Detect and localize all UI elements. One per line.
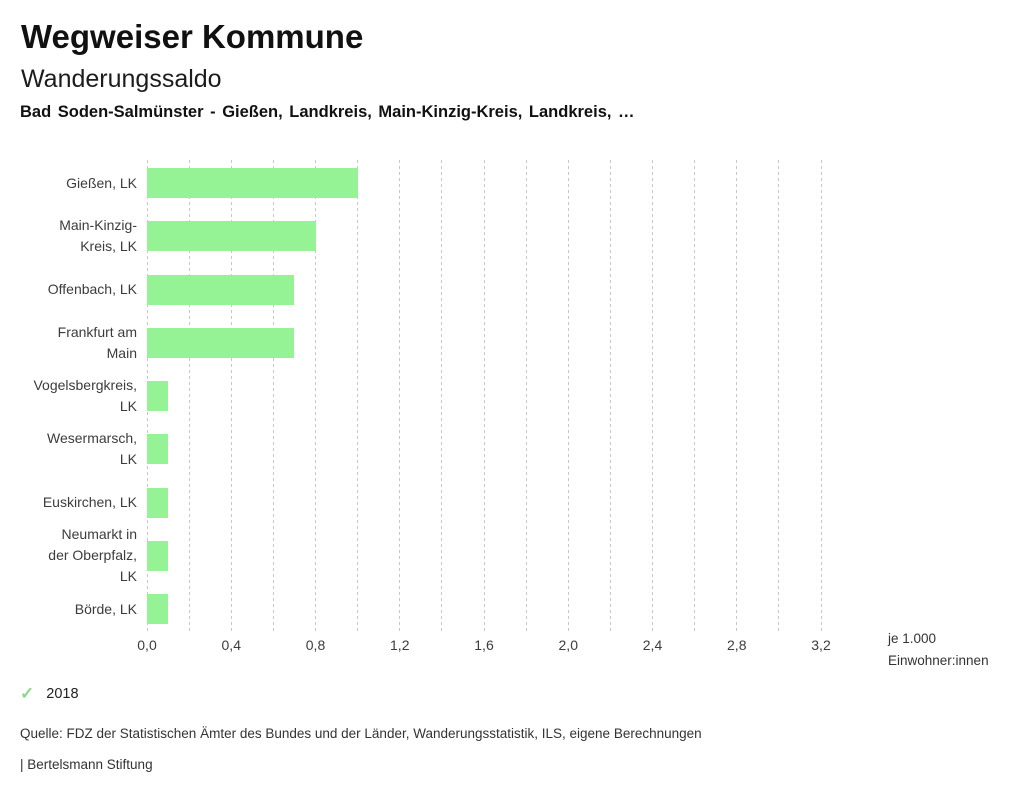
category-label: Vogelsbergkreis, LK — [33, 377, 137, 414]
category-label: Frankfurt am Main — [57, 323, 137, 361]
source-note: Quelle: FDZ der Statistischen Ämter des … — [20, 726, 702, 741]
bar[interactable] — [147, 381, 169, 411]
category-label: Wesermarsch, LK — [47, 430, 137, 468]
x-tick-label: 2,0 — [558, 637, 578, 653]
x-tick-label: 0,4 — [221, 637, 241, 653]
legend-item-2018[interactable]: ✓ 2018 — [20, 685, 79, 702]
gridline — [357, 160, 359, 632]
gridline — [441, 160, 443, 632]
category-label: Neumarkt in der Oberpfalz, LK — [48, 526, 137, 585]
gridline — [609, 160, 611, 632]
chart-title: Wanderungssaldo — [21, 65, 222, 93]
gridline — [399, 160, 401, 632]
gridline — [230, 160, 232, 632]
bar[interactable] — [147, 221, 316, 252]
x-tick-label: 1,6 — [474, 637, 494, 653]
plot-area — [146, 160, 822, 632]
bar[interactable] — [147, 434, 169, 465]
gridline — [272, 160, 274, 632]
app-title: Wegweiser Kommune — [21, 18, 364, 55]
category-axis: Gießen, LK Main-Kinzig- Kreis, LK Offenbac… — [0, 160, 137, 632]
gridline — [736, 160, 738, 632]
gridline — [483, 160, 485, 632]
gridline — [315, 160, 316, 632]
category-label: Börde, LK — [74, 600, 137, 617]
bar[interactable] — [147, 274, 295, 305]
gridline — [778, 160, 780, 632]
x-tick-label: 2,8 — [727, 637, 747, 653]
gridline — [567, 160, 569, 632]
bar[interactable] — [147, 168, 358, 198]
bar[interactable] — [147, 594, 169, 624]
bar[interactable] — [147, 487, 169, 518]
category-label: Euskirchen, LK — [42, 494, 137, 510]
check-icon: ✓ — [20, 684, 35, 703]
value-axis: 0,0 0,4 0,8 1,2 1,6 2,0 2,4 2,8 3,2 — [137, 637, 830, 655]
x-tick-label: 0,8 — [305, 637, 326, 653]
category-label: Main-Kinzig- Kreis, LK — [59, 217, 137, 255]
gridline — [652, 160, 653, 632]
category-label: Offenbach, LK — [47, 281, 137, 297]
branding-label: | Bertelsmann Stiftung — [20, 757, 153, 772]
gridline — [820, 160, 822, 632]
gridline — [525, 160, 527, 632]
x-tick-label: 3,2 — [811, 637, 831, 653]
category-label: Gießen, LK — [66, 174, 137, 191]
gridline — [188, 160, 190, 632]
axis-unit-label: je 1.000 Einwohner:innen — [888, 631, 989, 668]
x-tick-label: 0,0 — [137, 637, 157, 653]
x-tick-label: 1,2 — [390, 637, 410, 653]
chart-subtitle: Bad Soden-Salmünster - Gießen, Landkreis… — [20, 103, 635, 121]
x-tick-label: 2,4 — [642, 637, 663, 653]
legend-item-label: 2018 — [46, 685, 79, 702]
bar[interactable] — [147, 540, 169, 571]
bar[interactable] — [147, 327, 295, 358]
gridline — [694, 160, 696, 632]
